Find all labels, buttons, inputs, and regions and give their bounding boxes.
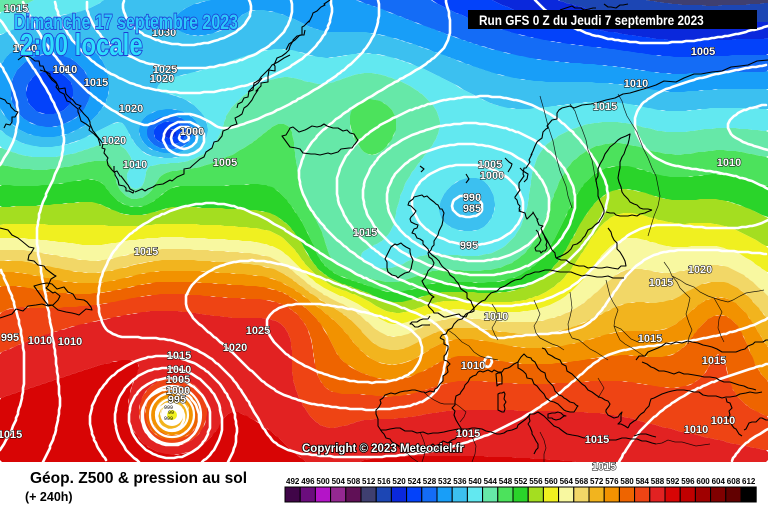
svg-text:1010: 1010	[123, 159, 147, 171]
svg-text:1025: 1025	[246, 325, 270, 337]
svg-text:1010: 1010	[684, 424, 708, 436]
svg-text:492: 492	[286, 477, 300, 486]
svg-text:1010: 1010	[58, 336, 82, 348]
svg-text:568: 568	[575, 477, 589, 486]
svg-text:536: 536	[453, 477, 467, 486]
svg-text:572: 572	[590, 477, 604, 486]
svg-text:584: 584	[636, 477, 650, 486]
svg-text:520: 520	[392, 477, 406, 486]
svg-text:995: 995	[460, 240, 478, 252]
svg-text:544: 544	[484, 477, 498, 486]
svg-text:600: 600	[696, 477, 710, 486]
svg-text:1015: 1015	[592, 461, 616, 473]
svg-text:1000: 1000	[166, 385, 190, 397]
svg-text:1015: 1015	[585, 434, 609, 446]
svg-text:1005: 1005	[166, 374, 190, 386]
svg-text:1020: 1020	[688, 264, 712, 276]
svg-text:1020: 1020	[102, 135, 126, 147]
svg-text:1010: 1010	[28, 335, 52, 347]
svg-text:1040: 1040	[13, 43, 37, 55]
svg-text:1010: 1010	[711, 415, 735, 427]
svg-text:508: 508	[347, 477, 361, 486]
svg-text:1000: 1000	[480, 170, 504, 182]
svg-text:1010: 1010	[484, 311, 508, 323]
svg-text:500: 500	[316, 477, 330, 486]
svg-text:Dimanche 17 septembre 2023: Dimanche 17 septembre 2023	[14, 10, 238, 34]
svg-text:1010: 1010	[167, 364, 191, 376]
svg-text:540: 540	[468, 477, 482, 486]
svg-text:596: 596	[681, 477, 695, 486]
svg-text:1005: 1005	[691, 46, 715, 58]
svg-text:1015: 1015	[702, 355, 726, 367]
svg-text:995: 995	[1, 332, 19, 344]
svg-text:1015: 1015	[84, 77, 108, 89]
svg-text:576: 576	[605, 477, 619, 486]
svg-text:1015: 1015	[638, 333, 662, 345]
svg-text:604: 604	[712, 477, 726, 486]
svg-text:592: 592	[666, 477, 680, 486]
svg-text:556: 556	[529, 477, 543, 486]
svg-text:612: 612	[742, 477, 756, 486]
svg-text:999: 999	[164, 405, 173, 411]
svg-text:552: 552	[514, 477, 528, 486]
svg-text:1015: 1015	[134, 246, 158, 258]
svg-text:Géop. Z500 & pression au sol: Géop. Z500 & pression au sol	[30, 470, 247, 487]
svg-text:1015: 1015	[167, 350, 191, 362]
svg-text:1015: 1015	[649, 277, 673, 289]
svg-text:995: 995	[168, 394, 186, 406]
svg-text:1000: 1000	[180, 126, 204, 138]
svg-text:516: 516	[377, 477, 391, 486]
svg-text:1020: 1020	[119, 103, 143, 115]
svg-text:1015: 1015	[353, 227, 377, 239]
svg-text:532: 532	[438, 477, 452, 486]
svg-text:580: 580	[620, 477, 634, 486]
svg-text:Copyright © 2023 Meteociel.fr: Copyright © 2023 Meteociel.fr	[302, 443, 464, 455]
svg-text:564: 564	[560, 477, 574, 486]
svg-text:1010: 1010	[53, 64, 77, 76]
svg-text:(+ 240h): (+ 240h)	[25, 490, 73, 504]
svg-text:990: 990	[463, 192, 481, 204]
svg-text:1030: 1030	[152, 27, 176, 39]
svg-text:496: 496	[301, 477, 315, 486]
svg-text:1015: 1015	[456, 428, 480, 440]
svg-text:1005: 1005	[213, 157, 237, 169]
svg-text:1025: 1025	[153, 64, 177, 76]
svg-text:99: 99	[168, 410, 174, 416]
svg-text:608: 608	[727, 477, 741, 486]
svg-text:1005: 1005	[478, 159, 502, 171]
svg-text:Run GFS 0 Z du Jeudi 7 septemb: Run GFS 0 Z du Jeudi 7 septembre 2023	[479, 12, 704, 28]
svg-text:1010: 1010	[624, 78, 648, 90]
svg-text:1020: 1020	[223, 342, 247, 354]
svg-text:1015: 1015	[593, 101, 617, 113]
svg-text:1020: 1020	[150, 73, 174, 85]
svg-text:1010: 1010	[717, 157, 741, 169]
svg-text:999: 999	[164, 416, 173, 422]
svg-text:528: 528	[423, 477, 437, 486]
svg-text:588: 588	[651, 477, 665, 486]
svg-text:985: 985	[463, 203, 481, 215]
svg-text:1010: 1010	[461, 360, 485, 372]
svg-text:1015: 1015	[4, 3, 28, 15]
svg-text:1015: 1015	[0, 429, 22, 441]
svg-text:548: 548	[499, 477, 513, 486]
svg-text:524: 524	[408, 477, 422, 486]
svg-text:560: 560	[544, 477, 558, 486]
svg-text:504: 504	[332, 477, 346, 486]
svg-text:2:00 locale: 2:00 locale	[20, 27, 143, 62]
svg-text:512: 512	[362, 477, 376, 486]
